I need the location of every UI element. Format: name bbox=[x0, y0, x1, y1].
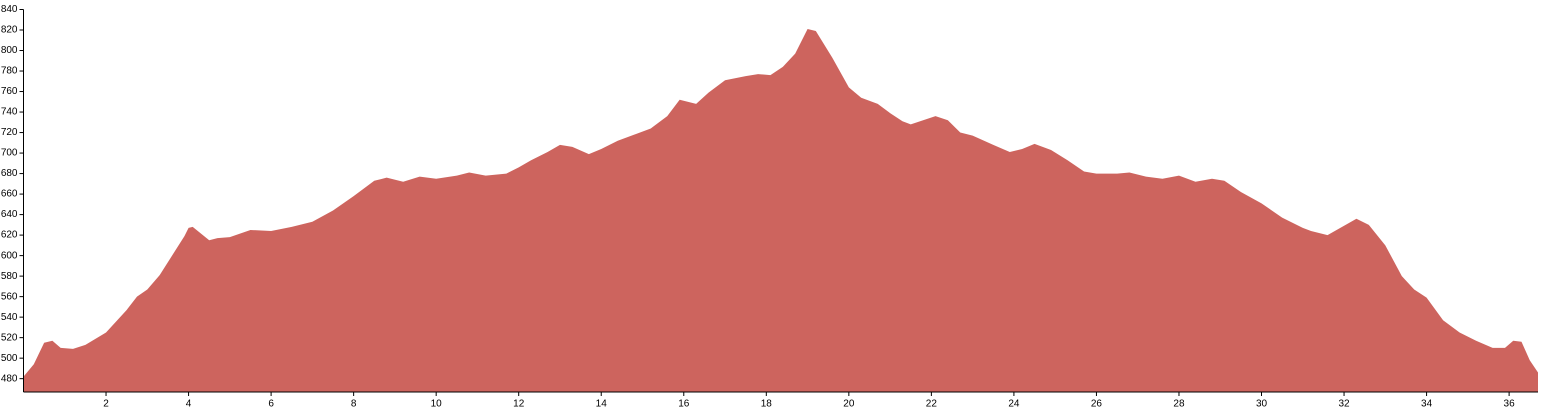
x-tick-label: 8 bbox=[351, 399, 357, 410]
x-tick-label: 10 bbox=[431, 399, 443, 410]
x-tick-label: 36 bbox=[1504, 399, 1516, 410]
y-tick-label: 580 bbox=[1, 271, 18, 282]
y-tick-label: 500 bbox=[1, 353, 18, 364]
x-tick-label: 30 bbox=[1256, 399, 1268, 410]
y-tick-label: 700 bbox=[1, 148, 18, 159]
y-tick-label: 740 bbox=[1, 107, 18, 118]
y-tick-label: 560 bbox=[1, 291, 18, 302]
x-tick-label: 14 bbox=[596, 399, 608, 410]
x-tick-label: 20 bbox=[843, 399, 855, 410]
x-tick-label: 16 bbox=[678, 399, 690, 410]
x-tick-label: 2 bbox=[103, 399, 109, 410]
x-tick-label: 12 bbox=[513, 399, 525, 410]
x-tick-label: 28 bbox=[1173, 399, 1185, 410]
x-tick-label: 22 bbox=[926, 399, 938, 410]
elevation-area bbox=[23, 28, 1538, 392]
y-tick-label: 840 bbox=[1, 4, 18, 15]
y-tick-label: 680 bbox=[1, 168, 18, 179]
y-tick-label: 620 bbox=[1, 230, 18, 241]
x-tick-label: 26 bbox=[1091, 399, 1103, 410]
y-tick-label: 600 bbox=[1, 250, 18, 261]
y-tick-label: 820 bbox=[1, 25, 18, 36]
y-tick-label: 540 bbox=[1, 312, 18, 323]
y-tick-label: 520 bbox=[1, 332, 18, 343]
y-tick-label: 720 bbox=[1, 127, 18, 138]
x-tick-label: 32 bbox=[1338, 399, 1350, 410]
x-tick-label: 4 bbox=[186, 399, 192, 410]
y-tick-label: 780 bbox=[1, 66, 18, 77]
x-tick-label: 6 bbox=[268, 399, 274, 410]
y-tick-label: 800 bbox=[1, 45, 18, 56]
y-tick-label: 660 bbox=[1, 189, 18, 200]
y-tick-label: 640 bbox=[1, 209, 18, 220]
x-tick-label: 34 bbox=[1421, 399, 1433, 410]
x-tick-label: 18 bbox=[761, 399, 773, 410]
x-tick-label: 24 bbox=[1008, 399, 1020, 410]
y-tick-label: 760 bbox=[1, 86, 18, 97]
y-tick-label: 480 bbox=[1, 373, 18, 384]
